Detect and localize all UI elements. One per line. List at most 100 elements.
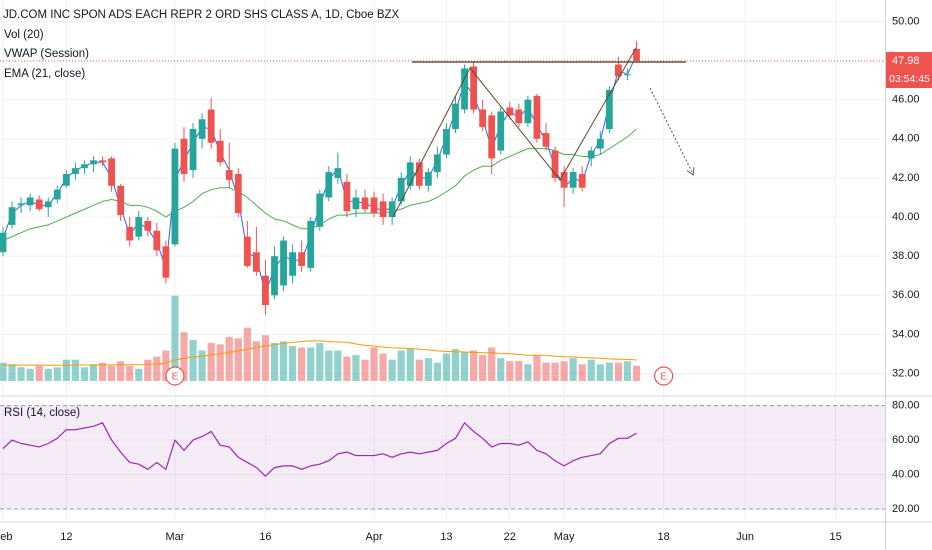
volume-bar — [252, 341, 260, 381]
volume-bar — [370, 347, 378, 381]
candle-body — [560, 172, 568, 188]
volume-bar — [569, 358, 577, 381]
candle-body — [424, 172, 432, 186]
candle-body — [207, 109, 215, 143]
candle-body — [434, 154, 441, 173]
volume-bar — [632, 365, 641, 381]
volume-bar — [424, 358, 432, 381]
candle-body — [298, 252, 306, 266]
candle-body — [343, 181, 351, 212]
volume-bar — [334, 350, 342, 381]
last-price-label: 47.98 — [892, 55, 920, 67]
candle-body — [198, 119, 206, 139]
x-tick-label: Mar — [165, 531, 184, 543]
volume-bar — [506, 361, 514, 381]
candle-body — [533, 95, 541, 139]
volume-bar — [442, 353, 451, 381]
volume-bar — [279, 341, 288, 381]
volume-bar — [551, 362, 559, 381]
volume-bar — [71, 359, 79, 381]
volume-bar — [89, 364, 98, 381]
candle-body — [569, 172, 577, 188]
volume-layer — [0, 295, 641, 381]
drawings — [392, 47, 693, 218]
x-tick-label: 22 — [504, 531, 516, 543]
candle-body — [17, 203, 25, 206]
legend-volume: Vol (20) — [4, 29, 44, 41]
candle-body — [62, 174, 70, 186]
volume-bar — [325, 350, 333, 381]
candle-body — [596, 138, 604, 149]
candle-body — [153, 230, 161, 251]
candle-body — [633, 48, 640, 62]
volume-bar — [352, 355, 360, 381]
volume-bar — [0, 362, 7, 381]
earnings-label: E — [660, 372, 667, 383]
candle-body — [289, 252, 296, 276]
y-tick-label: 46.00 — [892, 94, 920, 106]
volume-bar — [171, 295, 179, 381]
chart-title: JD.COM INC SPON ADS EACH REPR 2 ORD SHS … — [3, 9, 400, 21]
y-tick-label: 40.00 — [892, 468, 920, 480]
volume-bar — [488, 347, 496, 381]
volume-bar — [225, 336, 233, 381]
volume-bar — [497, 358, 505, 381]
candle-body — [171, 148, 179, 245]
candle-body — [35, 199, 43, 210]
candle-body — [307, 220, 315, 268]
last-price-tag — [886, 52, 932, 71]
candle-body — [515, 109, 523, 124]
rsi-title: RSI (14, close) — [4, 407, 80, 419]
candle-body — [397, 177, 405, 202]
volume-bar — [388, 359, 396, 381]
candle-body — [180, 138, 188, 175]
volume-bar — [415, 359, 423, 381]
volume-bar — [451, 348, 460, 381]
candle-body — [8, 207, 16, 225]
volume-bar — [8, 364, 16, 381]
candle-body — [135, 217, 143, 237]
candle-body — [253, 252, 260, 272]
x-tick-label: 13 — [440, 531, 452, 543]
axes: Feb 12 Mar 16 Apr 13 22 May 18 Jun 15 50.00 46.00 44.… — [0, 15, 932, 543]
candle-body — [26, 197, 34, 206]
volume-bar — [216, 344, 224, 381]
volume-bar — [144, 359, 152, 381]
candle-layer — [0, 41, 640, 315]
volume-bar — [470, 350, 478, 381]
volume-bar — [198, 350, 206, 381]
candle-body — [334, 168, 342, 178]
volume-bar — [189, 339, 197, 381]
x-tick-label: Jun — [736, 531, 754, 543]
candle-body — [189, 129, 197, 171]
candle-body — [352, 197, 360, 210]
y-tick-label: 42.00 — [892, 172, 920, 184]
y-tick-label: 34.00 — [892, 328, 920, 340]
volume-bar — [379, 353, 387, 381]
y-tick-label: 60.00 — [892, 434, 920, 446]
candle-body — [370, 197, 378, 214]
volume-bar — [17, 367, 25, 381]
candle-body — [0, 232, 7, 253]
volume-bar — [479, 355, 487, 381]
candle-body — [406, 162, 414, 186]
volume-bar — [62, 359, 70, 381]
candle-body — [488, 115, 496, 159]
rsi-layer — [0, 405, 885, 510]
candle-body — [361, 197, 369, 210]
volume-bar — [53, 367, 61, 381]
x-tick-label: May — [554, 531, 575, 543]
volume-bar — [180, 332, 188, 381]
legend-vwap: VWAP (Session) — [4, 48, 89, 60]
legend-ema: EMA (21, close) — [4, 68, 85, 80]
volume-bar — [243, 327, 251, 381]
candle-body — [108, 158, 115, 186]
candle-body — [470, 66, 477, 110]
candle-body — [162, 246, 170, 278]
candle-body — [415, 162, 423, 186]
volume-bar — [397, 350, 405, 381]
candle-body — [524, 99, 532, 124]
volume-bar — [108, 365, 116, 381]
countdown-tag — [886, 70, 932, 89]
